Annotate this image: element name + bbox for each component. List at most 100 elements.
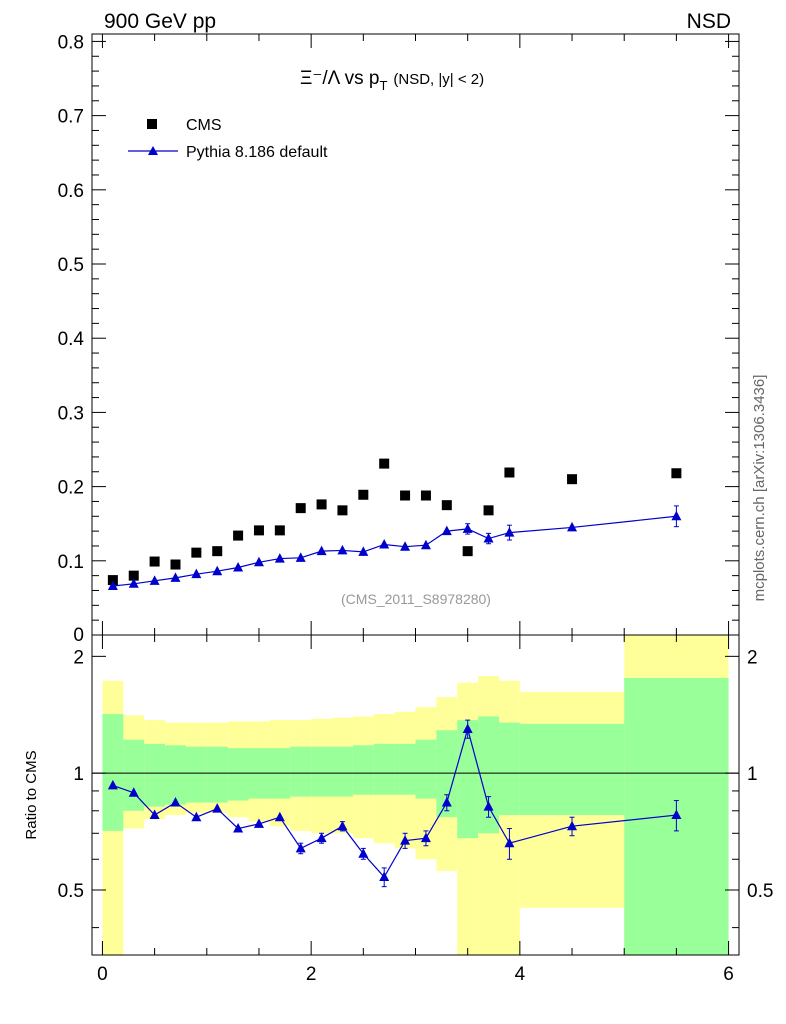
process-label: NSD	[687, 10, 731, 33]
pythia-point	[253, 556, 264, 567]
pythia-point	[233, 561, 244, 572]
ratio-pythia-point	[567, 820, 578, 831]
ratio-pythia-point	[191, 811, 202, 822]
ratio-pythia-point	[441, 797, 452, 807]
ratio-pythia-point	[358, 848, 369, 858]
legend-pythia-label: Pythia 8.186 default	[186, 144, 328, 161]
pythia-point	[483, 533, 494, 543]
cms-point	[233, 530, 244, 541]
plot-title-subscript: T	[379, 78, 387, 93]
pythia-point	[170, 572, 181, 582]
stat-band-bin	[123, 739, 145, 811]
ratio-pythia-point	[295, 842, 306, 853]
ratio-pythia-point	[212, 803, 223, 813]
cms-point	[107, 575, 118, 586]
stat-band-bin	[415, 739, 437, 799]
cms-point	[483, 505, 494, 516]
stat-band-bin	[436, 730, 458, 818]
syst-band-bin	[498, 680, 520, 955]
ratio-pythia-point	[128, 787, 139, 797]
energy-label: 900 GeV pp	[104, 10, 216, 33]
ratio-ytick-label: 1	[73, 764, 84, 785]
plot-title-main: Ξ⁻/Λ vs p	[300, 68, 379, 89]
ratio-pythia-point	[170, 797, 181, 807]
plot-title-suffix: (NSD, |y| < 2)	[393, 71, 484, 88]
ratio-ylabel: Ratio to CMS	[23, 750, 40, 839]
main-ytick-label: 0.1	[58, 552, 84, 573]
analysis-tag: (CMS_2011_S8978280)	[341, 591, 491, 607]
pythia-point	[441, 525, 452, 536]
cms-point	[191, 547, 202, 558]
ratio-pythia-point	[379, 871, 390, 882]
cms-point	[149, 556, 160, 567]
legend-cms-marker	[147, 119, 157, 129]
xtick-label: 2	[306, 964, 317, 985]
ratio-pythia-point	[316, 832, 327, 843]
ratio-ytick-label: 2	[73, 647, 84, 668]
xtick-label: 0	[97, 964, 108, 985]
ratio-pythia-point	[337, 820, 348, 831]
stat-band-bin	[519, 723, 625, 816]
pythia-point	[191, 568, 202, 579]
stat-band-bin	[498, 722, 520, 816]
cms-point	[441, 500, 452, 511]
cms-point	[274, 525, 285, 536]
stat-band-bin	[311, 746, 333, 797]
ratio-pythia-point	[149, 809, 160, 820]
main-ytick-label: 0.6	[58, 181, 84, 202]
stat-band-bin	[478, 716, 499, 834]
pythia-point	[504, 527, 515, 537]
cms-point	[170, 559, 181, 570]
pythia-point	[671, 510, 682, 521]
stat-band-bin	[102, 714, 124, 831]
pythia-line	[112, 515, 677, 587]
ratio-pythia-point	[107, 779, 118, 790]
main-ytick-label: 0.3	[58, 403, 84, 424]
ratio-ytick-label-right: 2	[747, 647, 758, 668]
xtick-label: 6	[723, 964, 734, 985]
ratio-pythia-point	[400, 835, 411, 845]
legend-cms-label: CMS	[186, 117, 222, 134]
stat-band-bin	[227, 748, 249, 801]
ratio-ytick-label-right: 0.5	[747, 881, 773, 902]
stat-band-bin	[185, 746, 207, 803]
pythia-point	[274, 553, 285, 563]
cms-point	[337, 505, 348, 516]
cms-point	[420, 490, 431, 501]
ratio-ytick-label-right: 1	[747, 764, 758, 785]
stat-band-bin	[373, 743, 395, 795]
stat-band-bin	[352, 745, 374, 795]
stat-band-bin	[206, 746, 228, 803]
cms-point	[358, 489, 369, 500]
ratio-pythia-point	[671, 809, 682, 820]
cms-point	[379, 458, 390, 469]
main-plot-panel: 0.1 0.2 0.3 0.4 0.5 0.6 0.7 0.8 0 Ξ⁻/Λ vs pT (NSD…	[58, 32, 740, 646]
pythia-point	[358, 546, 369, 556]
main-ytick-label: 0.7	[58, 107, 84, 128]
stat-band-bin	[165, 745, 186, 805]
ratio-plot-panel: 0.5 0.5 1 1 2 2 0 2 4 6	[58, 634, 773, 985]
pythia-point	[149, 575, 160, 585]
pythia-point	[420, 539, 431, 550]
cms-point	[400, 490, 411, 501]
cms-point	[504, 467, 515, 478]
ratio-pythia-point	[274, 811, 285, 822]
cms-point	[462, 546, 473, 557]
stat-band-bin	[394, 743, 416, 795]
xtick-label: 4	[515, 964, 526, 985]
main-ytick-label: 0.5	[58, 255, 84, 276]
pythia-point	[316, 545, 327, 556]
ratio-pythia-point	[462, 723, 473, 733]
pythia-point	[295, 552, 306, 562]
pythia-point	[379, 538, 390, 549]
main-ytick-label: 0.8	[58, 32, 84, 53]
pythia-point	[107, 580, 118, 591]
pythia-point	[462, 523, 473, 533]
pythia-point	[128, 578, 139, 588]
ratio-pythia-point	[420, 832, 431, 843]
source-label: mcplots.cern.ch [arXiv:1306.3436]	[751, 375, 768, 602]
ratio-pythia-point	[253, 818, 264, 828]
cms-point	[671, 468, 682, 479]
cms-point	[567, 474, 578, 485]
